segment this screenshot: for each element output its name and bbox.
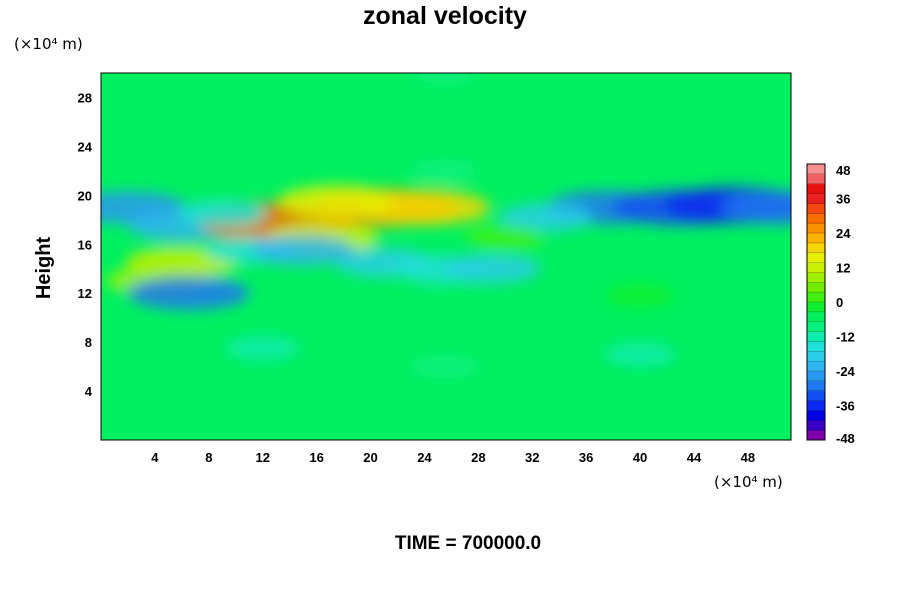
velocity-field xyxy=(101,73,791,440)
x-tick-label: 44 xyxy=(687,450,702,465)
field-feature-6 xyxy=(605,283,675,308)
y-tick-label: 8 xyxy=(85,335,92,350)
colorbar: 48 36 24 12 0 -12 -24 -36 -48 xyxy=(806,163,856,446)
x-tick-label: 8 xyxy=(205,450,212,465)
field-feature-25 xyxy=(720,190,791,225)
y-tick-label: 4 xyxy=(85,384,93,399)
colorbar-swatch xyxy=(807,331,825,342)
field-feature-2 xyxy=(410,354,480,379)
field-feature-3 xyxy=(225,335,300,361)
x-tick-label: 12 xyxy=(255,450,269,465)
colorbar-swatch xyxy=(807,233,825,244)
x-tick-label: 48 xyxy=(741,450,755,465)
time-label: TIME = 700000.0 xyxy=(395,533,541,554)
colorbar-swatch xyxy=(807,242,825,254)
x-tick-label: 32 xyxy=(525,450,539,465)
colorbar-swatch xyxy=(807,430,825,441)
colorbar-swatch xyxy=(807,302,825,313)
field-feature-0 xyxy=(412,73,477,85)
colorbar-swatch xyxy=(807,410,825,421)
colorbar-swatch xyxy=(807,400,825,411)
colorbar-swatch xyxy=(807,380,825,392)
colorbar-frame xyxy=(806,163,826,441)
x-tick-label: 20 xyxy=(363,450,377,465)
x-tick-label: 28 xyxy=(471,450,485,465)
field-feature-19 xyxy=(251,235,355,266)
colorbar-swatch xyxy=(807,341,825,352)
colorbar-tick-label: 36 xyxy=(836,192,850,207)
colorbar-swatch xyxy=(807,203,825,214)
field-feature-13 xyxy=(278,185,396,218)
colorbar-swatch xyxy=(807,262,825,273)
colorbar-swatch xyxy=(807,223,825,234)
colorbar-swatch xyxy=(807,282,825,293)
colorbar-swatch xyxy=(807,351,825,362)
y-unit-label: (×10⁴ m) xyxy=(14,35,83,53)
colorbar-swatch xyxy=(807,390,825,401)
x-axis-ticks: 4 8 12 16 20 24 28 32 36 40 44 48 xyxy=(151,450,755,465)
y-tick-label: 12 xyxy=(78,286,92,301)
colorbar-swatch xyxy=(807,321,825,332)
colorbar-tick-label: 12 xyxy=(836,261,850,276)
x-tick-label: 16 xyxy=(309,450,323,465)
colorbar-swatch xyxy=(807,292,825,303)
colorbar-tick-label: -24 xyxy=(836,364,856,379)
y-tick-label: 28 xyxy=(78,90,92,105)
colorbar-swatch xyxy=(807,213,825,224)
x-tick-label: 4 xyxy=(151,450,159,465)
x-tick-label: 24 xyxy=(417,450,432,465)
x-tick-label: 40 xyxy=(633,450,647,465)
x-tick-label: 36 xyxy=(579,450,593,465)
y-tick-label: 20 xyxy=(78,188,92,203)
chart-title: zonal velocity xyxy=(363,2,527,30)
colorbar-tick-label: 0 xyxy=(836,295,843,310)
colorbar-swatch xyxy=(807,371,825,382)
colorbar-tick-label: -48 xyxy=(836,431,855,446)
field-feature-4 xyxy=(604,342,676,367)
field-feature-5 xyxy=(411,283,478,308)
field-feature-20 xyxy=(127,276,250,310)
colorbar-swatch xyxy=(807,193,825,204)
field-feature-28 xyxy=(465,225,545,251)
colorbar-swatch xyxy=(807,361,825,372)
colorbar-tick-label: 48 xyxy=(836,163,850,178)
x-unit-label: (×10⁴ m) xyxy=(714,473,783,491)
colorbar-swatch xyxy=(807,272,825,283)
field-feature-27 xyxy=(178,200,267,228)
field-feature-1 xyxy=(411,159,478,183)
y-tick-label: 16 xyxy=(78,237,92,252)
field-feature-21 xyxy=(442,254,541,284)
y-axis-label: Height xyxy=(33,237,55,300)
colorbar-tick-label: -36 xyxy=(836,399,855,414)
plot-frame xyxy=(100,72,792,441)
colorbar-swatch xyxy=(807,164,825,175)
field-feature-26 xyxy=(499,203,593,232)
colorbar-swatch xyxy=(807,311,825,323)
y-axis-ticks: 4 8 12 16 20 24 28 xyxy=(78,90,93,399)
colorbar-swatch xyxy=(807,420,825,431)
y-tick-label: 24 xyxy=(78,139,93,154)
colorbar-swatch xyxy=(807,252,825,263)
colorbar-tick-label: -12 xyxy=(836,330,855,345)
colorbar-swatch xyxy=(807,183,825,194)
colorbar-tick-label: 24 xyxy=(836,226,851,241)
colorbar-swatch xyxy=(807,173,825,185)
